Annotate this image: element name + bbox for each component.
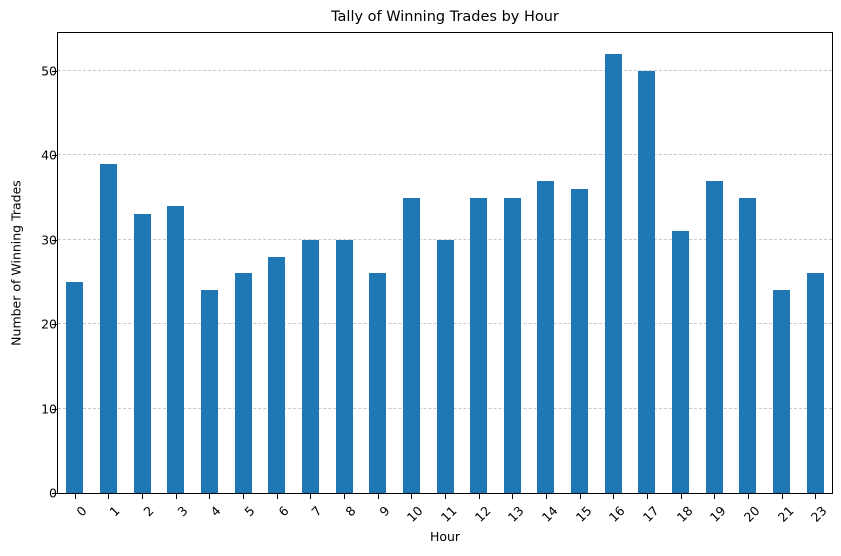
plot-area bbox=[57, 32, 833, 494]
bar-hour-14 bbox=[537, 180, 555, 493]
x-tick-mark bbox=[445, 494, 446, 499]
x-tick-mark bbox=[646, 494, 648, 499]
x-tick-label: 6 bbox=[275, 503, 292, 520]
bar-hour-19 bbox=[705, 180, 723, 493]
gridline bbox=[58, 154, 832, 156]
x-tick-label: 16 bbox=[606, 503, 628, 525]
x-tick-mark bbox=[276, 494, 278, 499]
bar-hour-13 bbox=[503, 197, 521, 493]
x-tick-label: 20 bbox=[740, 503, 763, 525]
x-tick-mark bbox=[243, 494, 245, 499]
y-tick-label: 10 bbox=[41, 401, 57, 417]
x-tick-label: 7 bbox=[308, 503, 325, 520]
x-tick-mark bbox=[108, 494, 110, 499]
x-tick-label: 9 bbox=[376, 503, 393, 520]
x-tick-label: 4 bbox=[207, 503, 225, 520]
x-tick-mark bbox=[478, 494, 480, 499]
bar-hour-23 bbox=[806, 273, 824, 493]
x-tick-mark bbox=[781, 494, 783, 499]
bar-hour-16 bbox=[604, 53, 622, 493]
gridline bbox=[58, 69, 832, 71]
x-tick-mark bbox=[680, 494, 682, 499]
x-tick-label: 11 bbox=[437, 503, 460, 525]
y-tick-mark bbox=[52, 239, 57, 241]
bar-hour-1 bbox=[99, 163, 117, 493]
x-tick-label: 23 bbox=[807, 503, 830, 525]
x-tick-label: 8 bbox=[342, 503, 359, 520]
x-axis-label: Hour bbox=[429, 529, 461, 544]
bar-hour-5 bbox=[234, 273, 252, 493]
bar-hour-3 bbox=[167, 205, 185, 493]
x-tick-label: 1 bbox=[106, 503, 124, 520]
x-tick-mark bbox=[714, 494, 716, 499]
x-tick-label: 0 bbox=[73, 503, 90, 520]
x-tick-label: 5 bbox=[241, 503, 258, 520]
x-tick-mark bbox=[209, 494, 211, 499]
x-tick-label: 10 bbox=[404, 503, 426, 525]
x-tick-label: 18 bbox=[673, 503, 696, 525]
y-tick-mark bbox=[52, 408, 57, 410]
x-tick-label: 15 bbox=[572, 503, 595, 525]
bar-hour-20 bbox=[739, 197, 757, 493]
y-tick-mark bbox=[52, 155, 57, 157]
chart-title: Tally of Winning Trades by Hour bbox=[331, 9, 559, 25]
bar-hour-8 bbox=[335, 239, 353, 493]
y-tick-label: 40 bbox=[41, 147, 57, 163]
bar-hour-18 bbox=[672, 231, 690, 493]
x-tick-mark bbox=[411, 494, 413, 499]
bar-hour-10 bbox=[402, 197, 420, 493]
x-tick-mark bbox=[377, 494, 379, 499]
x-tick-label: 12 bbox=[471, 503, 494, 525]
x-tick-mark bbox=[545, 494, 547, 499]
x-tick-mark bbox=[579, 494, 581, 499]
x-tick-label: 17 bbox=[639, 503, 662, 525]
y-tick-mark bbox=[52, 493, 57, 494]
gridline bbox=[58, 238, 832, 240]
bar-hour-17 bbox=[638, 70, 656, 493]
y-tick-mark bbox=[52, 70, 57, 72]
bar-hour-2 bbox=[133, 214, 151, 493]
x-tick-label: 2 bbox=[140, 503, 157, 520]
x-tick-mark bbox=[344, 494, 346, 499]
x-tick-mark bbox=[74, 494, 76, 499]
bar-hour-15 bbox=[571, 189, 589, 493]
bar-hour-7 bbox=[301, 239, 319, 493]
bar-hour-0 bbox=[66, 281, 84, 493]
y-tick-label: 50 bbox=[41, 63, 57, 79]
x-tick-label: 19 bbox=[706, 503, 729, 525]
bar-hour-9 bbox=[369, 273, 387, 493]
y-tick-label: 30 bbox=[41, 232, 57, 248]
bar-hour-6 bbox=[268, 256, 286, 493]
x-tick-mark bbox=[613, 494, 615, 499]
bar-hour-11 bbox=[436, 239, 454, 493]
x-tick-mark bbox=[512, 494, 514, 499]
x-tick-label: 13 bbox=[505, 503, 527, 525]
bar-hour-12 bbox=[470, 197, 488, 493]
x-tick-label: 3 bbox=[174, 503, 191, 520]
x-tick-mark bbox=[747, 494, 749, 499]
y-axis-label: Number of Winning Trades bbox=[8, 180, 24, 346]
bar-hour-4 bbox=[200, 290, 218, 493]
x-tick-label: 21 bbox=[774, 503, 797, 525]
x-tick-mark bbox=[142, 494, 144, 499]
bar-hour-21 bbox=[773, 290, 791, 493]
y-tick-label: 20 bbox=[41, 316, 57, 332]
x-tick-mark bbox=[815, 494, 817, 499]
x-tick-mark bbox=[175, 494, 177, 499]
x-tick-mark bbox=[310, 494, 312, 499]
y-tick-mark bbox=[52, 324, 57, 326]
x-tick-label: 14 bbox=[538, 503, 561, 525]
